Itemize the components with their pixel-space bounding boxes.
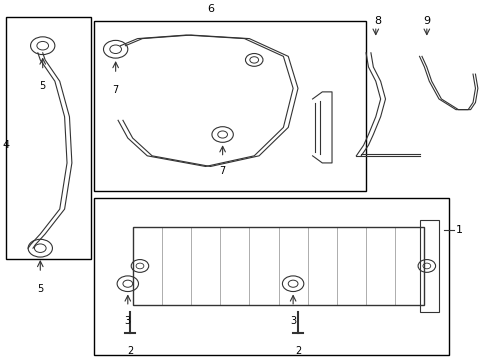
Text: 6: 6: [206, 4, 214, 14]
Text: 5: 5: [37, 284, 43, 294]
Text: 8: 8: [374, 16, 381, 26]
Text: 2: 2: [127, 346, 133, 356]
Text: 7: 7: [219, 166, 225, 176]
Bar: [94, 21, 366, 192]
Text: 3: 3: [289, 316, 296, 326]
Text: 4: 4: [3, 140, 10, 150]
Text: 5: 5: [40, 81, 46, 91]
Bar: [6, 17, 91, 259]
Bar: [132, 227, 424, 305]
Text: 2: 2: [294, 346, 301, 356]
Text: 9: 9: [423, 16, 429, 26]
Bar: [94, 198, 448, 355]
Text: 1: 1: [455, 225, 462, 235]
Text: 3: 3: [124, 316, 131, 326]
Bar: [419, 220, 438, 312]
Text: 7: 7: [112, 85, 119, 95]
